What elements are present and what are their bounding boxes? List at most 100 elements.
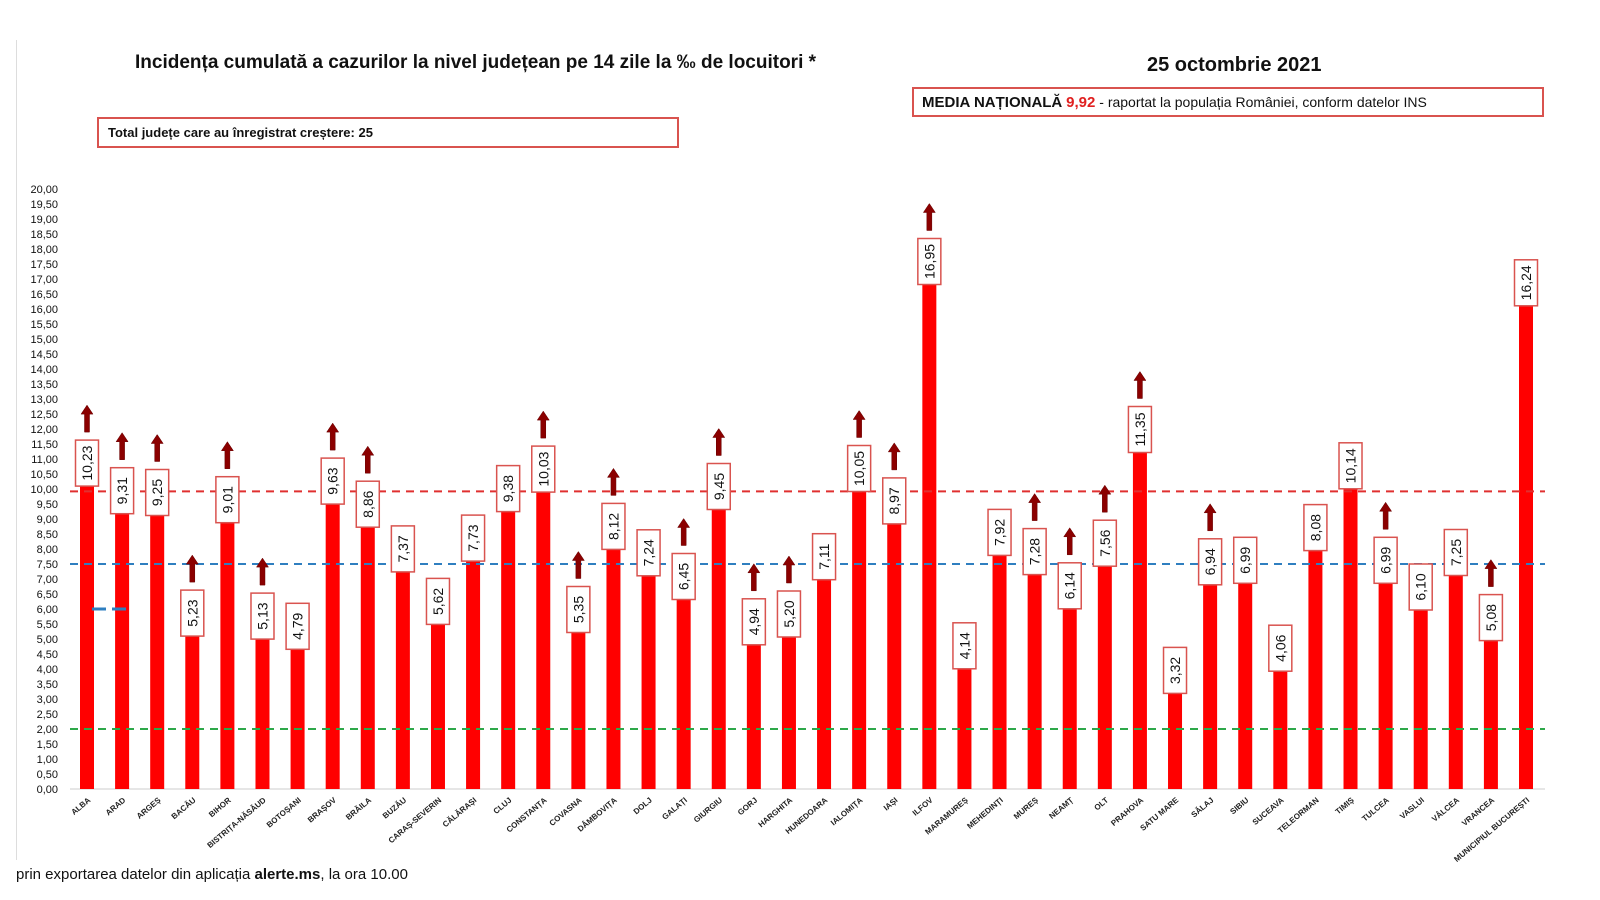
data-label-box [495,464,521,513]
x-tick-label: TIMIȘ [1334,795,1357,816]
increase-arrow-icon [922,203,936,231]
data-label: 5,62 [430,588,446,615]
data-label: 7,28 [1027,538,1043,565]
bar [185,632,200,789]
data-label: 9,31 [114,477,130,504]
national-average-label: MEDIA NAȚIONALĂ [922,94,1063,111]
increase-arrow-icon [80,404,94,433]
increase-arrow-icon [220,441,234,469]
y-tick-label: 2,00 [37,724,58,736]
y-tick-label: 20,00 [30,184,58,196]
x-tick-label: BOTOȘANI [265,796,303,830]
increase-arrow-icon [1028,493,1042,521]
x-tick-label: BIHOR [207,795,233,819]
data-label-box [1268,624,1293,672]
x-tick-label: VÂLCEA [1430,795,1461,823]
bar [606,545,621,789]
data-label: 10,23 [79,445,95,480]
bar [1062,604,1077,789]
bar [1483,636,1498,789]
data-label-box [425,577,451,626]
bar [290,645,305,789]
bar [220,518,235,789]
increase-arrow-icon [677,518,691,546]
y-tick-label: 4,00 [37,664,58,676]
data-label-box [1022,527,1047,576]
x-tick-label: GORJ [736,796,759,817]
bar [395,567,410,789]
y-tick-label: 9,00 [37,514,58,526]
x-tick-label: SĂLAJ [1190,796,1216,820]
increase-arrow-icon [1063,527,1077,556]
y-tick-label: 8,50 [37,529,58,541]
x-tick-label: VASLUI [1398,796,1426,821]
increase-arrow-icon [852,410,866,438]
bar [1343,484,1358,789]
x-tick-label: OLT [1093,796,1111,813]
data-label: 4,14 [956,632,972,659]
y-tick-label: 10,50 [30,469,58,481]
data-label-box [74,439,100,487]
y-tick-label: 12,50 [30,409,58,421]
bar [817,575,832,789]
y-tick-label: 18,00 [30,244,58,256]
bar [1378,579,1393,789]
increase-arrow-icon [256,557,269,586]
y-tick-label: 4,50 [37,649,58,661]
data-label: 6,94 [1202,548,1218,575]
y-tick-label: 0,50 [37,769,58,781]
data-label: 7,92 [992,519,1008,546]
bar [957,664,972,789]
data-label: 4,79 [290,612,306,639]
data-label-box [917,237,942,286]
footer-suffix: , la ora 10.00 [320,866,408,883]
y-tick-label: 3,00 [37,694,58,706]
data-label-box [601,502,626,551]
bar [711,505,726,789]
y-tick-label: 15,50 [30,319,58,331]
data-label-box [566,585,591,634]
bar [80,482,94,789]
x-tick-label: MUREȘ [1012,795,1040,821]
x-tick-label: ALBA [69,795,92,816]
bar [641,571,656,789]
x-tick-label: PRAHOVA [1109,796,1145,828]
y-tick-label: 14,00 [30,364,58,376]
x-tick-label: CĂLĂRAȘI [441,796,478,829]
data-label: 4,94 [746,608,762,635]
data-label-box [531,445,556,493]
x-tick-label: BRĂILA [344,795,373,821]
data-label: 5,23 [184,599,200,626]
data-label-box [1127,405,1153,454]
x-tick-label: SIBIU [1228,795,1250,816]
data-label: 10,03 [535,451,551,486]
data-label: 3,32 [1167,657,1183,684]
chart-date: 25 octombrie 2021 [1147,54,1322,76]
data-label-box [250,592,275,640]
y-tick-label: 8,00 [37,544,58,556]
data-label-box [1057,562,1082,610]
y-tick-label: 14,50 [30,349,58,361]
frame-line [16,40,17,860]
bar [676,595,691,789]
x-tick-label: GIURGIU [692,796,724,825]
y-tick-label: 6,50 [37,589,58,601]
increase-arrow-icon [361,445,375,474]
increase-arrow-icon [712,428,726,456]
y-tick-label: 17,50 [30,259,58,271]
data-label-box [881,477,907,525]
data-label: 6,45 [676,563,692,590]
data-label-box [1478,593,1504,642]
national-average-value: 9,92 [1066,94,1096,111]
data-label-box [1373,536,1398,585]
data-label-box [811,532,837,581]
footer-note: prin exportarea datelor din aplicația al… [16,866,408,883]
data-label: 4,06 [1272,634,1288,661]
data-label-box [846,444,872,493]
data-label-box [320,457,345,505]
increase-arrow-icon [606,467,620,496]
data-label-box [390,525,416,573]
increase-arrow-icon [150,434,164,462]
data-label-box [1303,503,1328,552]
data-label: 9,01 [219,486,235,513]
